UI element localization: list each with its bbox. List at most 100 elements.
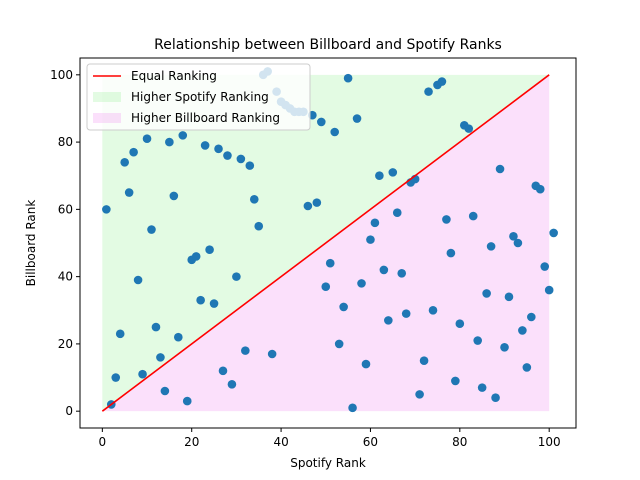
data-point — [397, 268, 407, 278]
data-point — [160, 386, 170, 396]
data-point — [133, 275, 143, 285]
equal-ranking-line-group — [101, 74, 550, 412]
y-tick-label: 80 — [58, 135, 73, 149]
data-point — [115, 329, 125, 339]
data-point — [522, 363, 532, 372]
equal-ranking-line — [101, 74, 550, 412]
y-axis-label: Billboard Rank — [24, 200, 38, 287]
legend-patch-swatch — [93, 113, 121, 123]
legend-patch-swatch — [93, 92, 121, 102]
data-point — [227, 379, 237, 389]
data-point — [486, 242, 496, 251]
data-point — [174, 332, 183, 342]
y-tick-label: 100 — [50, 68, 73, 82]
x-axis-label: Spotify Rank — [290, 456, 366, 470]
data-point — [236, 154, 246, 164]
data-point — [392, 208, 402, 218]
data-point — [165, 137, 174, 147]
data-point — [316, 117, 326, 127]
data-point — [428, 305, 438, 315]
data-point — [513, 238, 523, 248]
data-point — [339, 302, 348, 312]
data-point — [424, 87, 433, 96]
data-point — [218, 366, 228, 376]
legend-box — [86, 63, 311, 131]
y-tick-label: 60 — [58, 202, 73, 216]
data-point — [509, 231, 518, 241]
data-point — [178, 131, 188, 140]
data-point — [473, 336, 482, 345]
data-point — [321, 282, 331, 292]
y-tick-label: 0 — [65, 404, 73, 418]
data-point — [500, 342, 509, 352]
x-tick-label: 20 — [184, 435, 199, 449]
x-tick-label: 40 — [273, 435, 288, 449]
data-point — [384, 316, 393, 325]
data-point — [249, 194, 259, 204]
legend-label: Higher Billboard Ranking — [131, 111, 280, 125]
chart-title: Relationship between Billboard and Spoti… — [154, 37, 502, 53]
data-point — [464, 124, 474, 133]
data-point — [214, 144, 223, 154]
data-point — [129, 147, 138, 157]
data-point — [303, 201, 313, 211]
data-point — [361, 359, 371, 369]
data-point — [375, 171, 384, 181]
data-point — [527, 312, 536, 322]
data-point — [124, 188, 134, 197]
data-point — [468, 211, 478, 221]
y-tick-label: 40 — [58, 270, 73, 284]
data-point — [446, 248, 456, 258]
data-point — [245, 161, 255, 170]
data-point — [151, 322, 161, 332]
data-point — [325, 258, 335, 268]
data-point — [495, 164, 505, 174]
y-tick-label: 20 — [58, 337, 73, 351]
data-point — [120, 157, 129, 167]
x-tick-label: 0 — [99, 435, 107, 449]
legend-label: Higher Spotify Ranking — [131, 90, 269, 104]
data-point — [419, 356, 429, 366]
data-point — [518, 326, 527, 335]
data-point — [254, 221, 264, 231]
data-point — [142, 134, 152, 144]
x-tick-label: 80 — [452, 435, 467, 449]
data-point — [209, 299, 219, 308]
data-point — [147, 225, 156, 234]
data-point — [312, 198, 322, 207]
data-point — [401, 309, 411, 318]
data-point — [535, 184, 545, 194]
data-point — [357, 279, 366, 288]
axes-frame — [79, 57, 577, 429]
data-point — [455, 319, 465, 329]
data-point — [102, 205, 111, 214]
data-point — [191, 252, 201, 261]
data-point — [267, 349, 277, 359]
data-point — [504, 292, 514, 302]
y-axis-ticks: 0 20 40 60 80 100 — [50, 68, 80, 418]
data-point — [343, 73, 353, 83]
data-point — [196, 295, 205, 305]
data-point — [200, 141, 210, 150]
data-point — [138, 369, 147, 379]
x-tick-label: 100 — [538, 435, 561, 449]
data-point — [330, 127, 340, 137]
data-point — [334, 339, 344, 349]
x-axis-ticks: 0 20 40 60 80 100 — [99, 428, 561, 449]
data-point — [169, 191, 179, 201]
data-point — [156, 353, 165, 362]
data-point — [442, 215, 451, 224]
data-point — [477, 383, 487, 392]
data-point — [366, 235, 375, 244]
data-point — [223, 151, 232, 160]
data-point — [540, 262, 550, 271]
data-point — [370, 218, 380, 228]
legend: Equal Ranking Higher Spotify Ranking Highe… — [86, 63, 311, 131]
data-point — [232, 272, 241, 281]
data-point — [388, 168, 398, 177]
legend-label: Equal Ranking — [131, 69, 217, 83]
data-point — [415, 390, 424, 399]
data-point — [182, 396, 192, 406]
data-point — [205, 245, 214, 255]
